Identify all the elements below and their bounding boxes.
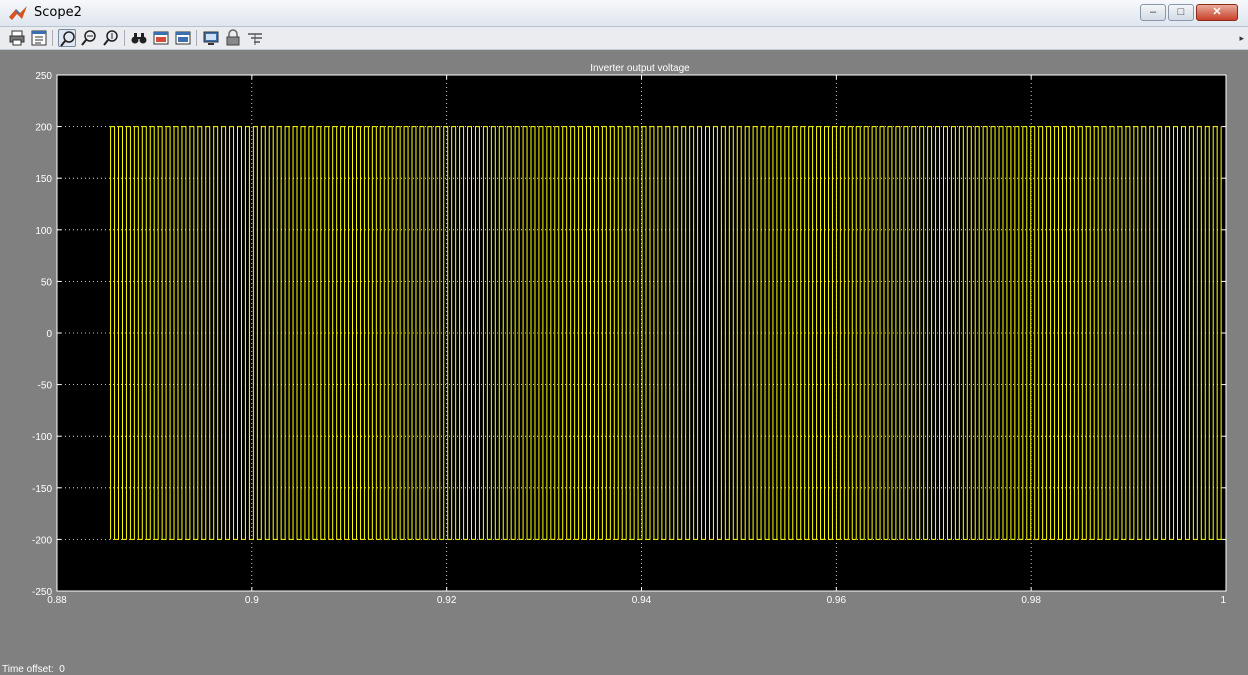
close-icon: ✕ <box>1212 6 1222 18</box>
y-tick-label: 50 <box>41 277 53 288</box>
close-button[interactable]: ✕ <box>1196 4 1238 21</box>
y-tick-label: 200 <box>35 123 52 134</box>
scope-toolbar: ▸ <box>0 27 1248 50</box>
y-tick-label: 150 <box>35 174 52 185</box>
window-controls: – □ ✕ <box>1140 4 1238 21</box>
x-tick-label: 0.94 <box>632 595 652 606</box>
x-tick-label: 0.88 <box>47 595 67 606</box>
print-icon[interactable] <box>8 29 26 47</box>
time-offset-label: Time offset: <box>2 664 54 675</box>
time-offset-value: 0 <box>59 664 65 675</box>
y-tick-label: -150 <box>32 484 52 495</box>
y-tick-label: -250 <box>32 587 52 598</box>
y-tick-label: -50 <box>38 381 53 392</box>
minimize-icon: – <box>1149 6 1157 18</box>
zoom-y-icon[interactable] <box>102 29 120 47</box>
save-axes-icon[interactable] <box>152 29 170 47</box>
signal-trace <box>110 126 1222 540</box>
floating-scope-icon[interactable] <box>202 29 220 47</box>
y-tick-label: -200 <box>32 535 52 546</box>
parameters-icon[interactable] <box>30 29 48 47</box>
y-tick-label: 100 <box>35 226 52 237</box>
scope-plot[interactable]: Inverter output voltage 250 200 150 100 50 0 -… <box>0 50 1248 629</box>
x-tick-label: 0.98 <box>1021 595 1041 606</box>
toolbar-overflow-icon[interactable]: ▸ <box>1239 33 1244 43</box>
toolbar-separator <box>196 30 197 46</box>
zoom-x-icon[interactable] <box>80 29 98 47</box>
window-titlebar: Scope2 – □ ✕ <box>0 0 1248 27</box>
maximize-button[interactable]: □ <box>1168 4 1194 21</box>
y-tick-label: -100 <box>32 432 52 443</box>
minimize-button[interactable]: – <box>1140 4 1166 21</box>
x-tick-label: 1 <box>1220 595 1226 606</box>
autoscale-icon[interactable] <box>130 29 148 47</box>
lock-axes-icon[interactable] <box>224 29 242 47</box>
toolbar-separator <box>52 30 53 46</box>
signal-selection-icon[interactable] <box>246 29 264 47</box>
zoom-icon[interactable] <box>58 29 76 47</box>
chart-title: Inverter output voltage <box>590 63 690 74</box>
maximize-icon: □ <box>1177 6 1185 18</box>
y-tick-label: 0 <box>46 329 52 340</box>
y-tick-label: 250 <box>35 71 52 82</box>
x-tick-label: 0.9 <box>245 595 259 606</box>
window-title: Scope2 <box>34 5 82 20</box>
time-offset: Time offset: 0 <box>2 664 65 675</box>
toolbar-separator <box>124 30 125 46</box>
restore-axes-icon[interactable] <box>174 29 192 47</box>
x-tick-label: 0.96 <box>827 595 847 606</box>
scope-figure: Inverter output voltage 250 200 150 100 50 0 -… <box>0 50 1248 675</box>
matlab-icon <box>9 6 27 20</box>
x-tick-label: 0.92 <box>437 595 457 606</box>
